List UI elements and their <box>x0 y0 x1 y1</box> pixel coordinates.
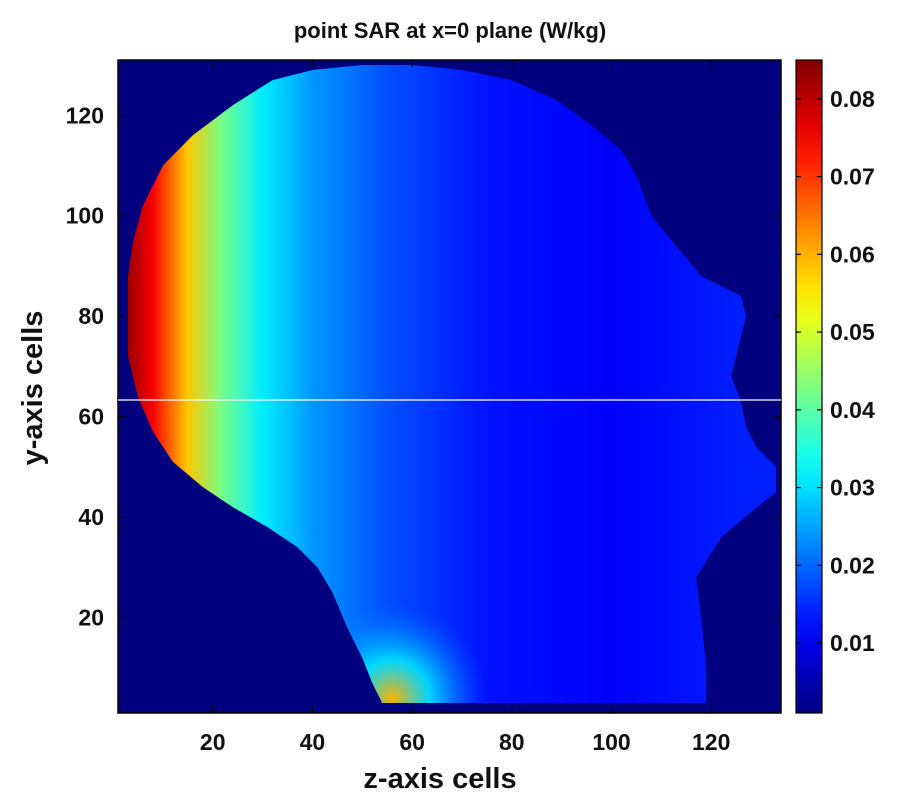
plot-frame <box>117 59 782 714</box>
colorbar <box>795 59 823 714</box>
y-tick-label: 100 <box>66 203 104 229</box>
y-tick-label: 40 <box>78 504 104 530</box>
chart-title: point SAR at x=0 plane (W/kg) <box>294 18 606 43</box>
x-tick-label: 60 <box>399 729 425 755</box>
x-tick-label: 20 <box>200 729 226 755</box>
y-axis-label: y-axis cells <box>17 311 49 466</box>
colorbar-tick-label: 0.03 <box>830 475 875 501</box>
x-tick-label: 120 <box>692 729 730 755</box>
colorbar-tick-label: 0.05 <box>830 319 875 345</box>
colorbar-ticks: 0.01 0.02 0.03 0.04 0.05 0.06 0.07 0.08 <box>796 86 875 656</box>
colorbar-tick-label: 0.02 <box>830 552 875 578</box>
x-axis-ticks: 20 40 60 80 100 120 <box>200 60 730 755</box>
y-tick-label: 120 <box>66 102 104 128</box>
y-tick-label: 80 <box>78 303 104 329</box>
colorbar-tick-label: 0.04 <box>830 397 875 423</box>
colorbar-tick-label: 0.08 <box>830 86 875 112</box>
x-tick-label: 80 <box>499 729 525 755</box>
y-tick-label: 60 <box>78 404 104 430</box>
x-tick-label: 100 <box>592 729 630 755</box>
x-tick-label: 40 <box>300 729 326 755</box>
y-tick-label: 20 <box>78 605 104 631</box>
y-axis-ticks: 20 40 60 80 100 120 <box>66 102 781 631</box>
colorbar-tick-label: 0.01 <box>830 630 875 656</box>
colorbar-tick-label: 0.07 <box>830 164 875 190</box>
colorbar-tick-label: 0.06 <box>830 241 875 267</box>
x-axis-label: z-axis cells <box>363 763 516 795</box>
